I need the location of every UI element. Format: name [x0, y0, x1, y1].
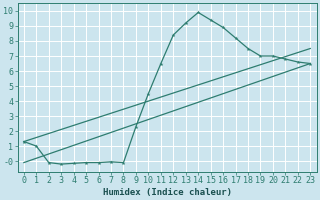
X-axis label: Humidex (Indice chaleur): Humidex (Indice chaleur) — [103, 188, 232, 197]
